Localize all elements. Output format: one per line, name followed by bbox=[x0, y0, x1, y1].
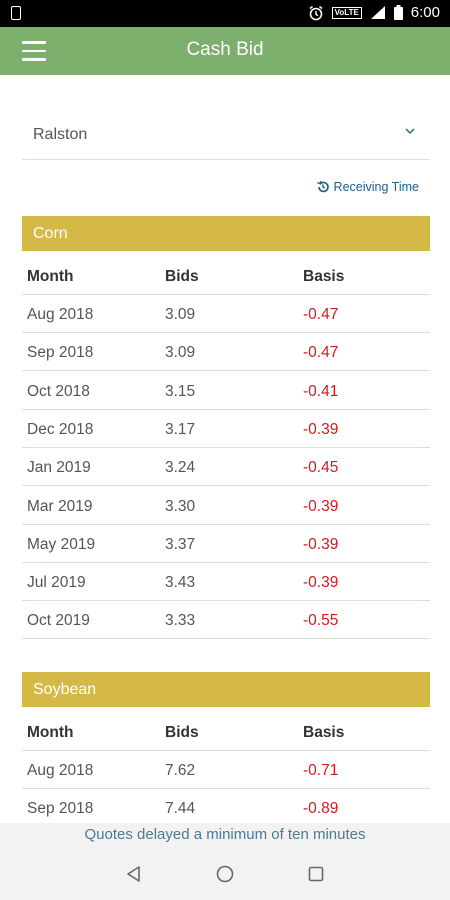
signal-icon bbox=[370, 6, 385, 19]
recents-button[interactable] bbox=[303, 861, 329, 887]
location-select[interactable]: Ralston bbox=[22, 111, 430, 160]
header-bids: Bids bbox=[165, 724, 199, 741]
basis-cell: -0.39 bbox=[303, 535, 339, 553]
header-basis: Basis bbox=[303, 268, 345, 285]
status-bar: VoLTE 6:00 bbox=[0, 0, 450, 27]
basis-cell: -0.47 bbox=[303, 344, 339, 362]
delay-notice: Quotes delayed a minimum of ten minutes bbox=[0, 823, 450, 847]
chevron-down-icon bbox=[405, 128, 415, 135]
back-icon bbox=[127, 865, 140, 882]
month-cell: Sep 2018 bbox=[27, 800, 94, 818]
basis-cell: -0.39 bbox=[303, 497, 339, 515]
bids-cell: 3.15 bbox=[165, 382, 196, 400]
month-cell: Aug 2018 bbox=[27, 762, 94, 779]
system-nav-bar bbox=[0, 847, 450, 900]
table-row: Sep 2018 3.09 -0.47 bbox=[22, 333, 430, 372]
month-cell: Jan 2019 bbox=[27, 459, 91, 477]
volte-badge: VoLTE bbox=[331, 6, 362, 19]
back-button[interactable] bbox=[121, 861, 147, 887]
bids-cell: 3.17 bbox=[165, 420, 196, 438]
month-cell: Oct 2018 bbox=[27, 382, 90, 400]
basis-cell: -0.55 bbox=[303, 612, 339, 630]
app-bar: Cash Bid bbox=[0, 27, 450, 75]
corn-section-header: Corn bbox=[22, 216, 430, 251]
receiving-time-label: Receiving Time bbox=[333, 180, 419, 194]
home-button[interactable] bbox=[212, 861, 238, 887]
month-cell: Jul 2019 bbox=[27, 574, 86, 592]
status-icons: VoLTE 6:00 bbox=[308, 4, 440, 21]
basis-cell: -0.47 bbox=[303, 306, 339, 323]
table-row: Mar 2019 3.30 -0.39 bbox=[22, 487, 430, 525]
table-row: Oct 2018 3.15 -0.41 bbox=[22, 372, 430, 410]
bids-cell: 3.33 bbox=[165, 612, 196, 630]
sim-card-icon bbox=[11, 6, 21, 20]
bids-cell: 3.37 bbox=[165, 535, 196, 553]
table-row: Oct 2019 3.33 -0.55 bbox=[22, 601, 430, 640]
table-row: Sep 2018 7.44 -0.89 bbox=[22, 789, 430, 828]
battery-icon bbox=[393, 5, 403, 20]
basis-cell: -0.39 bbox=[303, 420, 339, 438]
header-bids: Bids bbox=[165, 268, 199, 285]
bids-cell: 3.09 bbox=[165, 344, 196, 362]
bids-cell: 3.43 bbox=[165, 574, 196, 592]
basis-cell: -0.45 bbox=[303, 459, 339, 477]
bids-cell: 7.44 bbox=[165, 800, 196, 818]
history-icon bbox=[316, 180, 329, 193]
soybean-section-header: Soybean bbox=[22, 672, 430, 707]
status-time: 6:00 bbox=[410, 4, 440, 21]
month-cell: Dec 2018 bbox=[27, 420, 94, 438]
basis-cell: -0.89 bbox=[303, 800, 339, 818]
receiving-time-link[interactable]: Receiving Time bbox=[316, 180, 419, 194]
bids-cell: 7.62 bbox=[165, 762, 196, 779]
month-cell: Oct 2019 bbox=[27, 612, 90, 630]
month-cell: May 2019 bbox=[27, 535, 96, 553]
table-row: Aug 2018 3.09 -0.47 bbox=[22, 295, 430, 333]
basis-cell: -0.41 bbox=[303, 382, 339, 400]
header-month: Month bbox=[27, 268, 74, 285]
menu-icon[interactable] bbox=[22, 41, 46, 61]
table-row: Dec 2018 3.17 -0.39 bbox=[22, 410, 430, 448]
month-cell: Mar 2019 bbox=[27, 497, 93, 515]
table-row: Jul 2019 3.43 -0.39 bbox=[22, 563, 430, 602]
location-select-value: Ralston bbox=[33, 126, 88, 143]
table-row: Aug 2018 7.62 -0.71 bbox=[22, 751, 430, 789]
header-basis: Basis bbox=[303, 724, 345, 741]
page-title: Cash Bid bbox=[186, 39, 264, 60]
bids-cell: 3.24 bbox=[165, 459, 196, 477]
table-row: May 2019 3.37 -0.39 bbox=[22, 525, 430, 563]
bids-cell: 3.09 bbox=[165, 306, 196, 323]
alarm-icon bbox=[309, 5, 323, 20]
recents-icon bbox=[308, 866, 324, 881]
soybean-table-header: Month Bids Basis bbox=[22, 713, 430, 751]
month-cell: Aug 2018 bbox=[27, 306, 94, 323]
basis-cell: -0.39 bbox=[303, 574, 339, 592]
table-row: Jan 2019 3.24 -0.45 bbox=[22, 448, 430, 487]
header-month: Month bbox=[27, 724, 74, 741]
basis-cell: -0.71 bbox=[303, 762, 339, 779]
month-cell: Sep 2018 bbox=[27, 344, 94, 362]
bids-cell: 3.30 bbox=[165, 497, 196, 515]
home-icon bbox=[216, 865, 234, 882]
corn-table-header: Month Bids Basis bbox=[22, 257, 430, 295]
